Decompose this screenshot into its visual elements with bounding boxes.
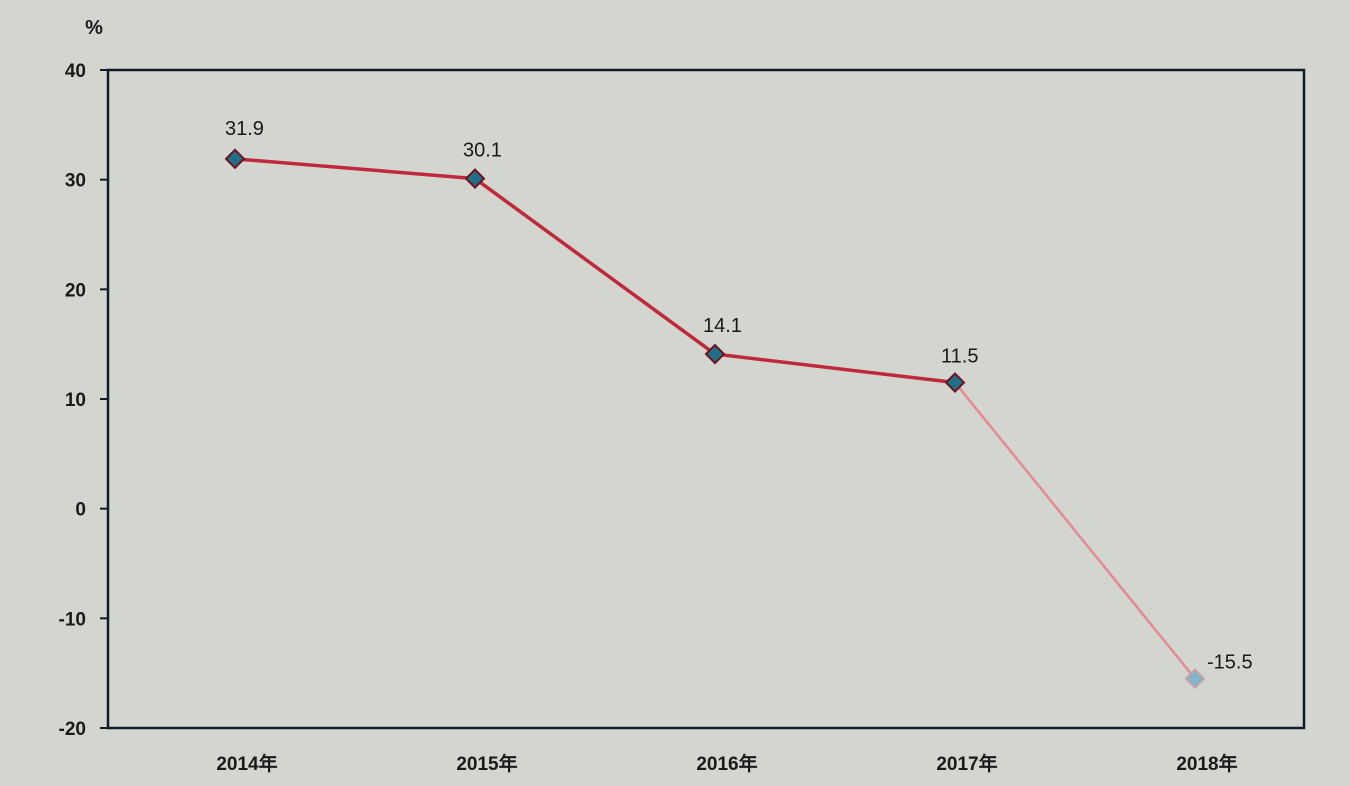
data-point-marker <box>944 372 966 393</box>
plot-frame <box>106 68 1306 730</box>
data-label: -15.5 <box>1207 652 1253 674</box>
x-axis-ticks: 2014年 2015年 2016年 2017年 2018年 <box>216 752 1237 775</box>
data-point-marker <box>224 148 246 170</box>
y-tick-label: 10 <box>65 390 86 411</box>
x-tick-label: 2017年 <box>936 752 997 775</box>
y-tick-label: 40 <box>65 61 86 82</box>
y-axis-ticks: 40 30 20 10 0 -10 -20 <box>59 61 108 740</box>
series-layer <box>224 148 1206 690</box>
data-labels-layer: 31.9 30.1 14.1 11.5 -15.5 <box>225 118 1253 674</box>
data-label: 30.1 <box>463 140 502 162</box>
data-label: 31.9 <box>225 118 264 140</box>
y-tick-label: -20 <box>59 719 86 740</box>
series-line-segment <box>713 352 957 385</box>
data-label: 11.5 <box>941 346 978 368</box>
x-tick-label: 2015年 <box>456 752 517 775</box>
data-point-marker <box>464 168 486 189</box>
y-tick-label: 30 <box>65 171 86 192</box>
series-line-segment <box>953 381 1197 680</box>
series-line-segment <box>233 157 477 181</box>
x-tick-label: 2016年 <box>696 752 757 775</box>
y-tick-label: 20 <box>65 280 86 301</box>
y-axis-unit-label: % <box>85 17 103 39</box>
series-line-segment <box>473 176 717 356</box>
data-point-marker <box>704 343 726 365</box>
x-tick-label: 2014年 <box>216 752 277 775</box>
y-tick-label: -10 <box>59 609 86 630</box>
y-tick-label: 0 <box>75 500 86 521</box>
data-label: 14.1 <box>703 315 742 337</box>
x-tick-label: 2018年 <box>1176 752 1237 775</box>
data-point-marker <box>1184 668 1206 690</box>
